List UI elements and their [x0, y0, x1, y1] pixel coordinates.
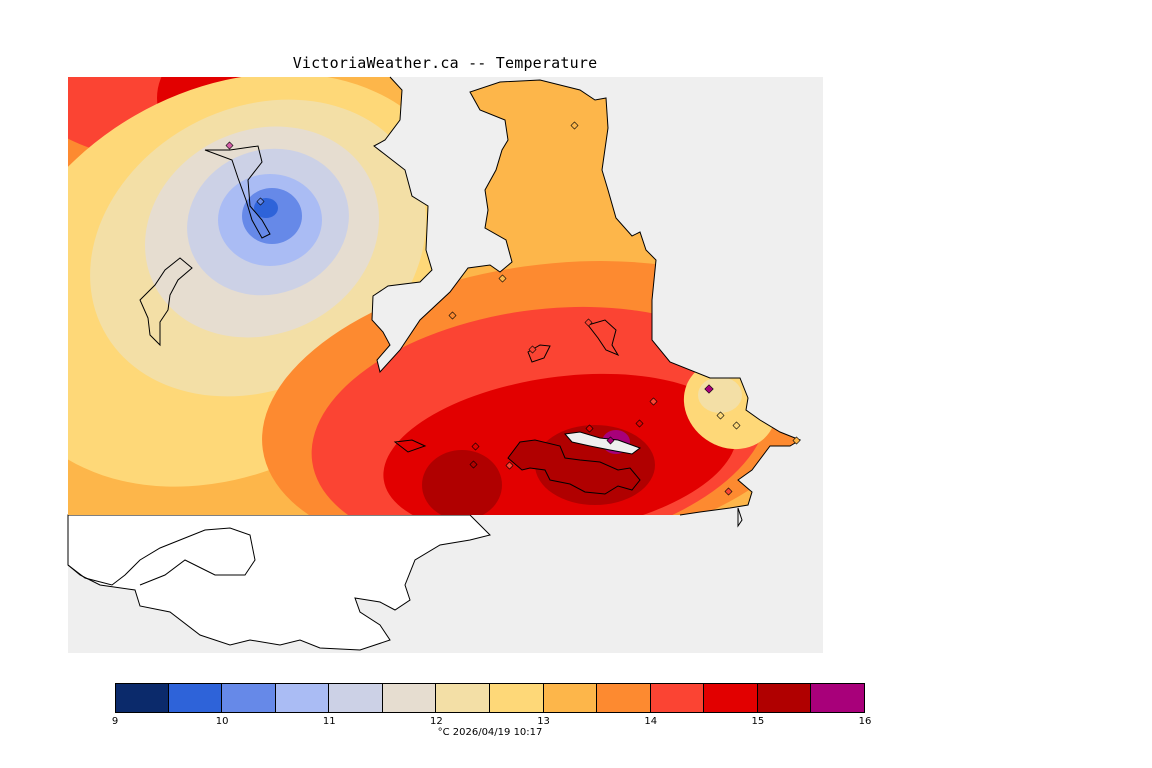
station-marker[interactable]	[448, 311, 457, 320]
legend-swatch	[704, 683, 758, 713]
legend-swatch	[168, 683, 223, 713]
station-marker[interactable]	[792, 436, 801, 445]
legend-swatch	[115, 683, 169, 713]
legend-tick-label: 14	[644, 716, 658, 727]
station-marker[interactable]	[716, 411, 725, 420]
harbour-spit	[564, 431, 642, 455]
station-marker[interactable]	[256, 197, 265, 206]
station-marker[interactable]	[584, 318, 593, 327]
legend-swatch	[382, 683, 437, 713]
station-marker[interactable]	[528, 345, 537, 354]
station-marker[interactable]	[649, 397, 658, 406]
legend-tick-label: 11	[322, 716, 336, 727]
south-landmass	[67, 514, 491, 651]
legend-swatch	[650, 683, 705, 713]
station-marker[interactable]	[505, 461, 514, 470]
station-marker[interactable]	[585, 424, 594, 433]
legend-tick-label: 15	[751, 716, 765, 727]
legend-swatch	[757, 683, 812, 713]
inlet-north	[204, 145, 271, 239]
station-marker[interactable]	[469, 460, 478, 469]
legend-tick-label: 9	[111, 716, 119, 727]
color-legend	[115, 683, 865, 713]
harbour-peninsula	[507, 439, 641, 495]
legend-swatch	[436, 683, 490, 713]
legend-tick-label: 10	[215, 716, 229, 727]
station-marker[interactable]	[724, 487, 733, 496]
station-marker[interactable]	[471, 442, 480, 451]
coastline	[371, 76, 802, 516]
station-marker[interactable]	[704, 384, 714, 394]
legend-tick-label: 13	[537, 716, 550, 727]
island-small-2	[587, 319, 620, 357]
station-marker[interactable]	[606, 436, 615, 445]
station-marker[interactable]	[498, 274, 507, 283]
legend-swatch	[275, 683, 330, 713]
weather-stations	[225, 121, 801, 496]
station-marker[interactable]	[225, 141, 234, 150]
island-small-3	[393, 439, 427, 453]
page-title: VictoriaWeather.ca -- Temperature	[292, 54, 598, 72]
island-small-1	[527, 344, 551, 363]
station-marker[interactable]	[635, 419, 644, 428]
island-small-4	[737, 507, 743, 528]
legend-swatch	[490, 683, 544, 713]
legend-caption: °C 2026/04/19 10:17	[437, 727, 543, 738]
legend-swatch	[543, 683, 598, 713]
legend-tick-label: 12	[430, 716, 443, 727]
station-marker[interactable]	[570, 121, 579, 130]
legend-swatch	[597, 683, 651, 713]
legend-swatch	[329, 683, 383, 713]
inlet-west	[139, 257, 193, 347]
legend-tick-label: 16	[858, 716, 872, 727]
station-marker[interactable]	[732, 421, 741, 430]
legend-swatch	[222, 683, 276, 713]
legend-frame	[115, 683, 865, 713]
south-landmass-coast	[67, 527, 256, 586]
